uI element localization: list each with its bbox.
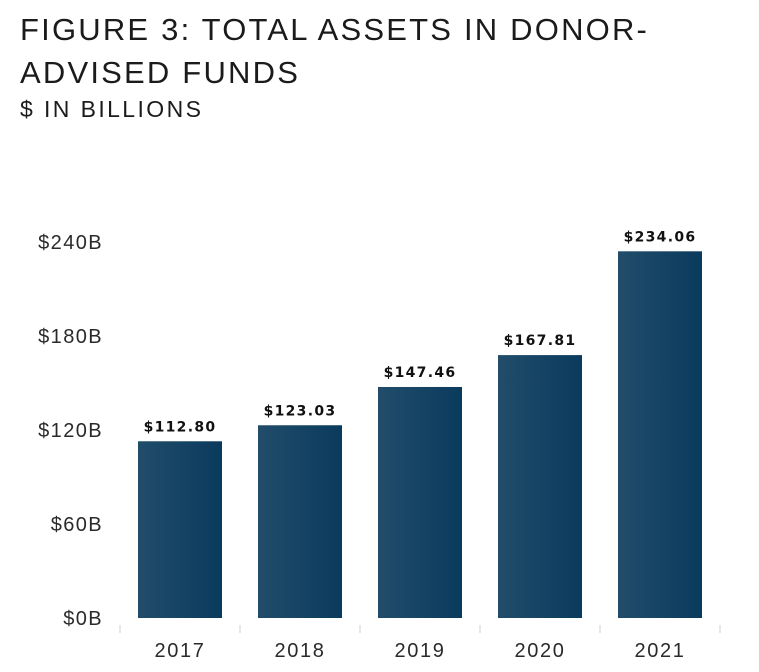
- bar-2017: [138, 441, 222, 618]
- data-label-2020: $167.81: [504, 333, 577, 349]
- data-label-2021: $234.06: [624, 229, 697, 245]
- data-label-2017: $112.80: [144, 419, 217, 435]
- y-tick-label: $240B: [38, 232, 103, 254]
- data-labels-group: $112.80 $123.03 $147.46 $167.81 $234.06: [144, 229, 697, 435]
- chart-title: FIGURE 3: TOTAL ASSETS IN DONOR-ADVISED …: [20, 12, 650, 90]
- y-tick-label: $180B: [38, 326, 103, 348]
- data-label-2018: $123.03: [264, 403, 337, 419]
- x-tick-label-2020: 2020: [515, 640, 566, 662]
- y-tick-label: $120B: [38, 420, 103, 442]
- data-label-2019: $147.46: [384, 365, 457, 381]
- x-tick-label-2017: 2017: [155, 640, 206, 662]
- x-axis: 2017 2018 2019 2020 2021: [119, 625, 721, 662]
- y-axis: $0B $60B $120B $180B $240B: [38, 232, 103, 630]
- bars-group: [138, 251, 702, 618]
- bar-2021: [618, 251, 702, 618]
- x-tick-label-2021: 2021: [635, 640, 686, 662]
- x-tick-label-2018: 2018: [275, 640, 326, 662]
- bar-2019: [378, 386, 462, 618]
- chart-subtitle: $ IN BILLIONS: [20, 96, 204, 122]
- x-tick-label-2019: 2019: [395, 640, 446, 662]
- bar-2020: [498, 355, 582, 618]
- y-tick-label: $60B: [51, 514, 103, 536]
- bar-2018: [258, 425, 342, 618]
- y-tick-label: $0B: [63, 608, 103, 630]
